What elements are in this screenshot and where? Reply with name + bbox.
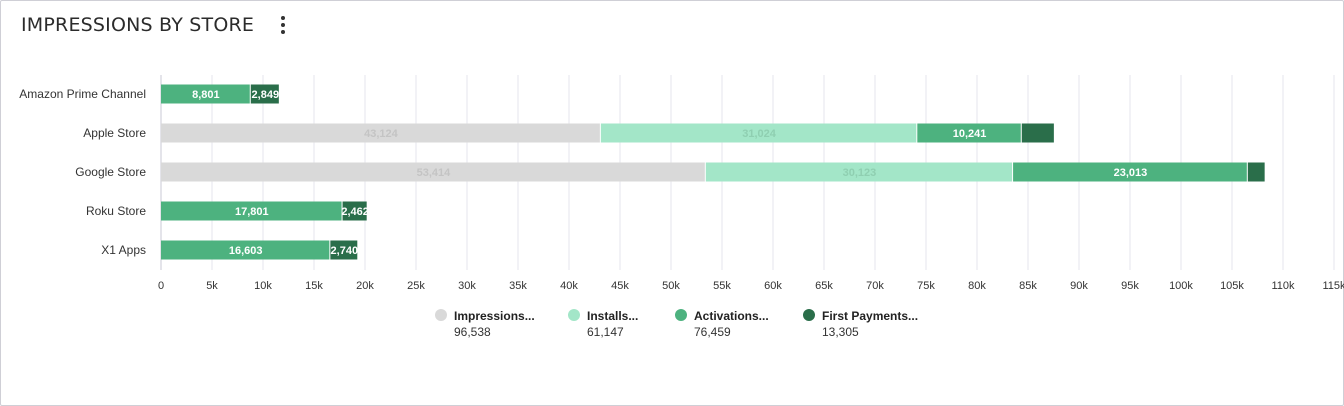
- x-tick-label: 110k: [1271, 280, 1295, 292]
- legend-value: 96,538: [454, 325, 491, 339]
- x-tick-label: 70k: [866, 280, 884, 292]
- bar-activations: [917, 123, 1021, 143]
- bar-value-label: 10,241: [953, 128, 987, 140]
- y-category-label: Apple Store: [83, 126, 146, 140]
- bar-activations: [161, 240, 330, 260]
- legend-label: First Payments...: [822, 309, 918, 323]
- legend-label: Impressions...: [454, 309, 535, 323]
- x-tick-label: 115k: [1322, 280, 1344, 292]
- bar-installs: [705, 162, 1013, 182]
- x-tick-label: 35k: [509, 280, 527, 292]
- x-tick-label: 10k: [254, 280, 272, 292]
- x-tick-label: 40k: [560, 280, 578, 292]
- bar-first-payments: [342, 201, 367, 221]
- y-category-label: Google Store: [75, 165, 146, 179]
- kebab-menu-icon[interactable]: [276, 13, 290, 37]
- bar-first-payments: [250, 84, 279, 104]
- bar-activations: [1013, 162, 1247, 182]
- bar-first-payments: [1021, 123, 1054, 143]
- y-category-label: Roku Store: [86, 204, 146, 218]
- bar-value-label: 16,603: [229, 245, 263, 257]
- x-tick-label: 50k: [662, 280, 680, 292]
- bar-first-payments: [330, 240, 358, 260]
- legend-value: 76,459: [694, 325, 731, 339]
- bar-value-label: 53,414: [417, 167, 452, 179]
- bar-value-label: 17,801: [235, 206, 269, 218]
- chart-title: IMPRESSIONS BY STORE: [21, 14, 255, 36]
- legend-swatch-installs: [568, 309, 580, 321]
- bar-impressions: [161, 162, 705, 182]
- y-category-label: X1 Apps: [101, 243, 146, 257]
- bar-first-payments: [1247, 162, 1265, 182]
- bar-activations: [161, 201, 342, 221]
- legend-label: Activations...: [694, 309, 769, 323]
- x-tick-label: 20k: [356, 280, 374, 292]
- legend-swatch-activations: [675, 309, 687, 321]
- bar-value-label: 23,013: [1114, 167, 1148, 179]
- bar-value-label: 2,462: [341, 206, 369, 218]
- x-tick-label: 45k: [611, 280, 629, 292]
- x-tick-label: 90k: [1070, 280, 1088, 292]
- bar-installs: [600, 123, 917, 143]
- legend-value: 61,147: [587, 325, 624, 339]
- x-tick-label: 85k: [1019, 280, 1037, 292]
- legend-label: Installs...: [587, 309, 638, 323]
- bar-impressions: [161, 123, 600, 143]
- x-tick-label: 55k: [713, 280, 731, 292]
- x-tick-label: 65k: [815, 280, 833, 292]
- bar-value-label: 31,024: [742, 128, 777, 140]
- card-header: IMPRESSIONS BY STORE: [21, 13, 290, 37]
- legend-value: 13,305: [822, 325, 859, 339]
- bar-value-label: 30,123: [843, 167, 877, 179]
- y-category-label: Amazon Prime Channel: [19, 87, 146, 101]
- x-tick-label: 105k: [1220, 280, 1244, 292]
- bar-value-label: 2,849: [252, 89, 280, 101]
- x-tick-label: 60k: [764, 280, 782, 292]
- x-tick-label: 75k: [917, 280, 935, 292]
- x-tick-label: 5k: [206, 280, 218, 292]
- x-tick-label: 80k: [968, 280, 986, 292]
- bar-value-label: 8,801: [192, 89, 220, 101]
- x-tick-label: 15k: [305, 280, 323, 292]
- x-tick-label: 100k: [1169, 280, 1193, 292]
- bar-value-label: 2,740: [331, 245, 359, 257]
- x-tick-label: 95k: [1121, 280, 1139, 292]
- bar-activations: [161, 84, 250, 104]
- x-tick-label: 0: [158, 280, 164, 292]
- bar-value-label: 43,124: [364, 128, 399, 140]
- legend-swatch-impressions: [435, 309, 447, 321]
- x-tick-label: 25k: [407, 280, 425, 292]
- x-tick-label: 30k: [458, 280, 476, 292]
- legend-swatch-first-payments: [803, 309, 815, 321]
